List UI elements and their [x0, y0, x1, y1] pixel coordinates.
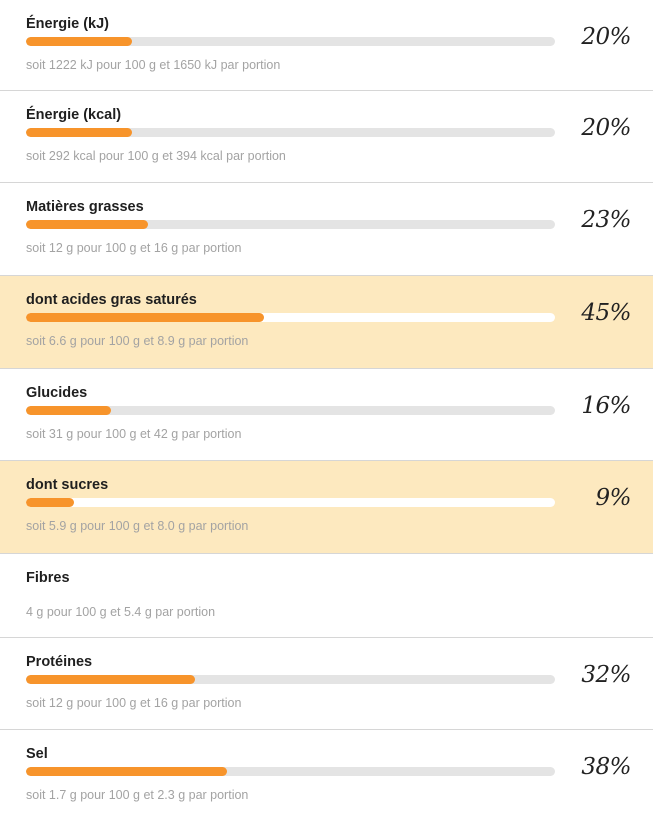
nutrient-percent: 38%	[581, 754, 631, 780]
nutrient-row-protein: Protéines soit 12 g pour 100 g et 16 g p…	[0, 638, 653, 730]
nutrient-detail: 4 g pour 100 g et 5.4 g par portion	[26, 605, 216, 619]
nutrient-progress-bar	[26, 675, 555, 684]
nutrient-row-saturated-fat: dont acides gras saturés soit 6.6 g pour…	[0, 276, 653, 369]
nutrient-label: Fibres	[26, 570, 70, 586]
nutrient-percent: 9%	[595, 485, 632, 511]
nutrient-progress-bar	[26, 767, 555, 776]
nutrient-progress-fill	[26, 767, 228, 776]
nutrient-row-carbohydrates: Glucides soit 31 g pour 100 g et 42 g pa…	[0, 369, 653, 461]
nutrient-progress-fill	[26, 498, 74, 507]
nutrient-detail: soit 292 kcal pour 100 g et 394 kcal par…	[26, 149, 286, 163]
nutrient-progress-bar	[26, 498, 555, 507]
nutrient-percent: 16%	[581, 393, 631, 419]
nutrient-detail: soit 1.7 g pour 100 g et 2.3 g par porti…	[26, 788, 249, 802]
nutrient-progress-bar	[26, 220, 555, 229]
nutrient-progress-fill	[26, 675, 196, 684]
nutrient-label: Sel	[26, 746, 48, 762]
nutrient-progress-fill	[26, 37, 132, 46]
nutrient-row-fat: Matières grasses soit 12 g pour 100 g et…	[0, 183, 653, 276]
nutrient-percent: 32%	[581, 662, 631, 688]
nutrient-progress-fill	[26, 406, 111, 415]
nutrient-progress-fill	[26, 220, 148, 229]
nutrient-row-fibre: Fibres 4 g pour 100 g et 5.4 g par porti…	[0, 554, 653, 638]
nutrient-label: dont sucres	[26, 477, 109, 493]
nutrient-row-sugars: dont sucres soit 5.9 g pour 100 g et 8.0…	[0, 461, 653, 554]
nutrient-row-energy-kj: Énergie (kJ) soit 1222 kJ pour 100 g et …	[0, 0, 653, 91]
nutrient-detail: soit 12 g pour 100 g et 16 g par portion	[26, 241, 242, 255]
nutrient-percent: 23%	[581, 207, 631, 233]
nutrient-label: Matières grasses	[26, 199, 144, 215]
nutrient-percent: 20%	[581, 115, 631, 141]
nutrient-label: Protéines	[26, 654, 93, 670]
nutrient-progress-bar	[26, 406, 555, 415]
nutrient-progress-fill	[26, 128, 132, 137]
nutrient-percent: 20%	[581, 24, 631, 50]
nutrient-progress-bar	[26, 313, 555, 322]
nutrient-detail: soit 31 g pour 100 g et 42 g par portion	[26, 427, 242, 441]
nutrient-label: dont acides gras saturés	[26, 292, 197, 308]
nutrient-row-energy-kcal: Énergie (kcal) soit 292 kcal pour 100 g …	[0, 91, 653, 183]
nutrient-detail: soit 1222 kJ pour 100 g et 1650 kJ par p…	[26, 58, 281, 72]
nutrient-row-salt: Sel soit 1.7 g pour 100 g et 2.3 g par p…	[0, 730, 653, 820]
nutrient-label: Glucides	[26, 385, 88, 401]
nutrient-detail: soit 5.9 g pour 100 g et 8.0 g par porti…	[26, 519, 249, 533]
nutrient-progress-bar	[26, 37, 555, 46]
nutrient-percent: 45%	[581, 300, 631, 326]
nutrient-detail: soit 12 g pour 100 g et 16 g par portion	[26, 696, 242, 710]
nutrient-progress-fill	[26, 313, 265, 322]
nutrient-progress-bar	[26, 128, 555, 137]
nutrient-detail: soit 6.6 g pour 100 g et 8.9 g par porti…	[26, 334, 249, 348]
nutrient-label: Énergie (kcal)	[26, 107, 122, 123]
nutrient-label: Énergie (kJ)	[26, 16, 109, 32]
